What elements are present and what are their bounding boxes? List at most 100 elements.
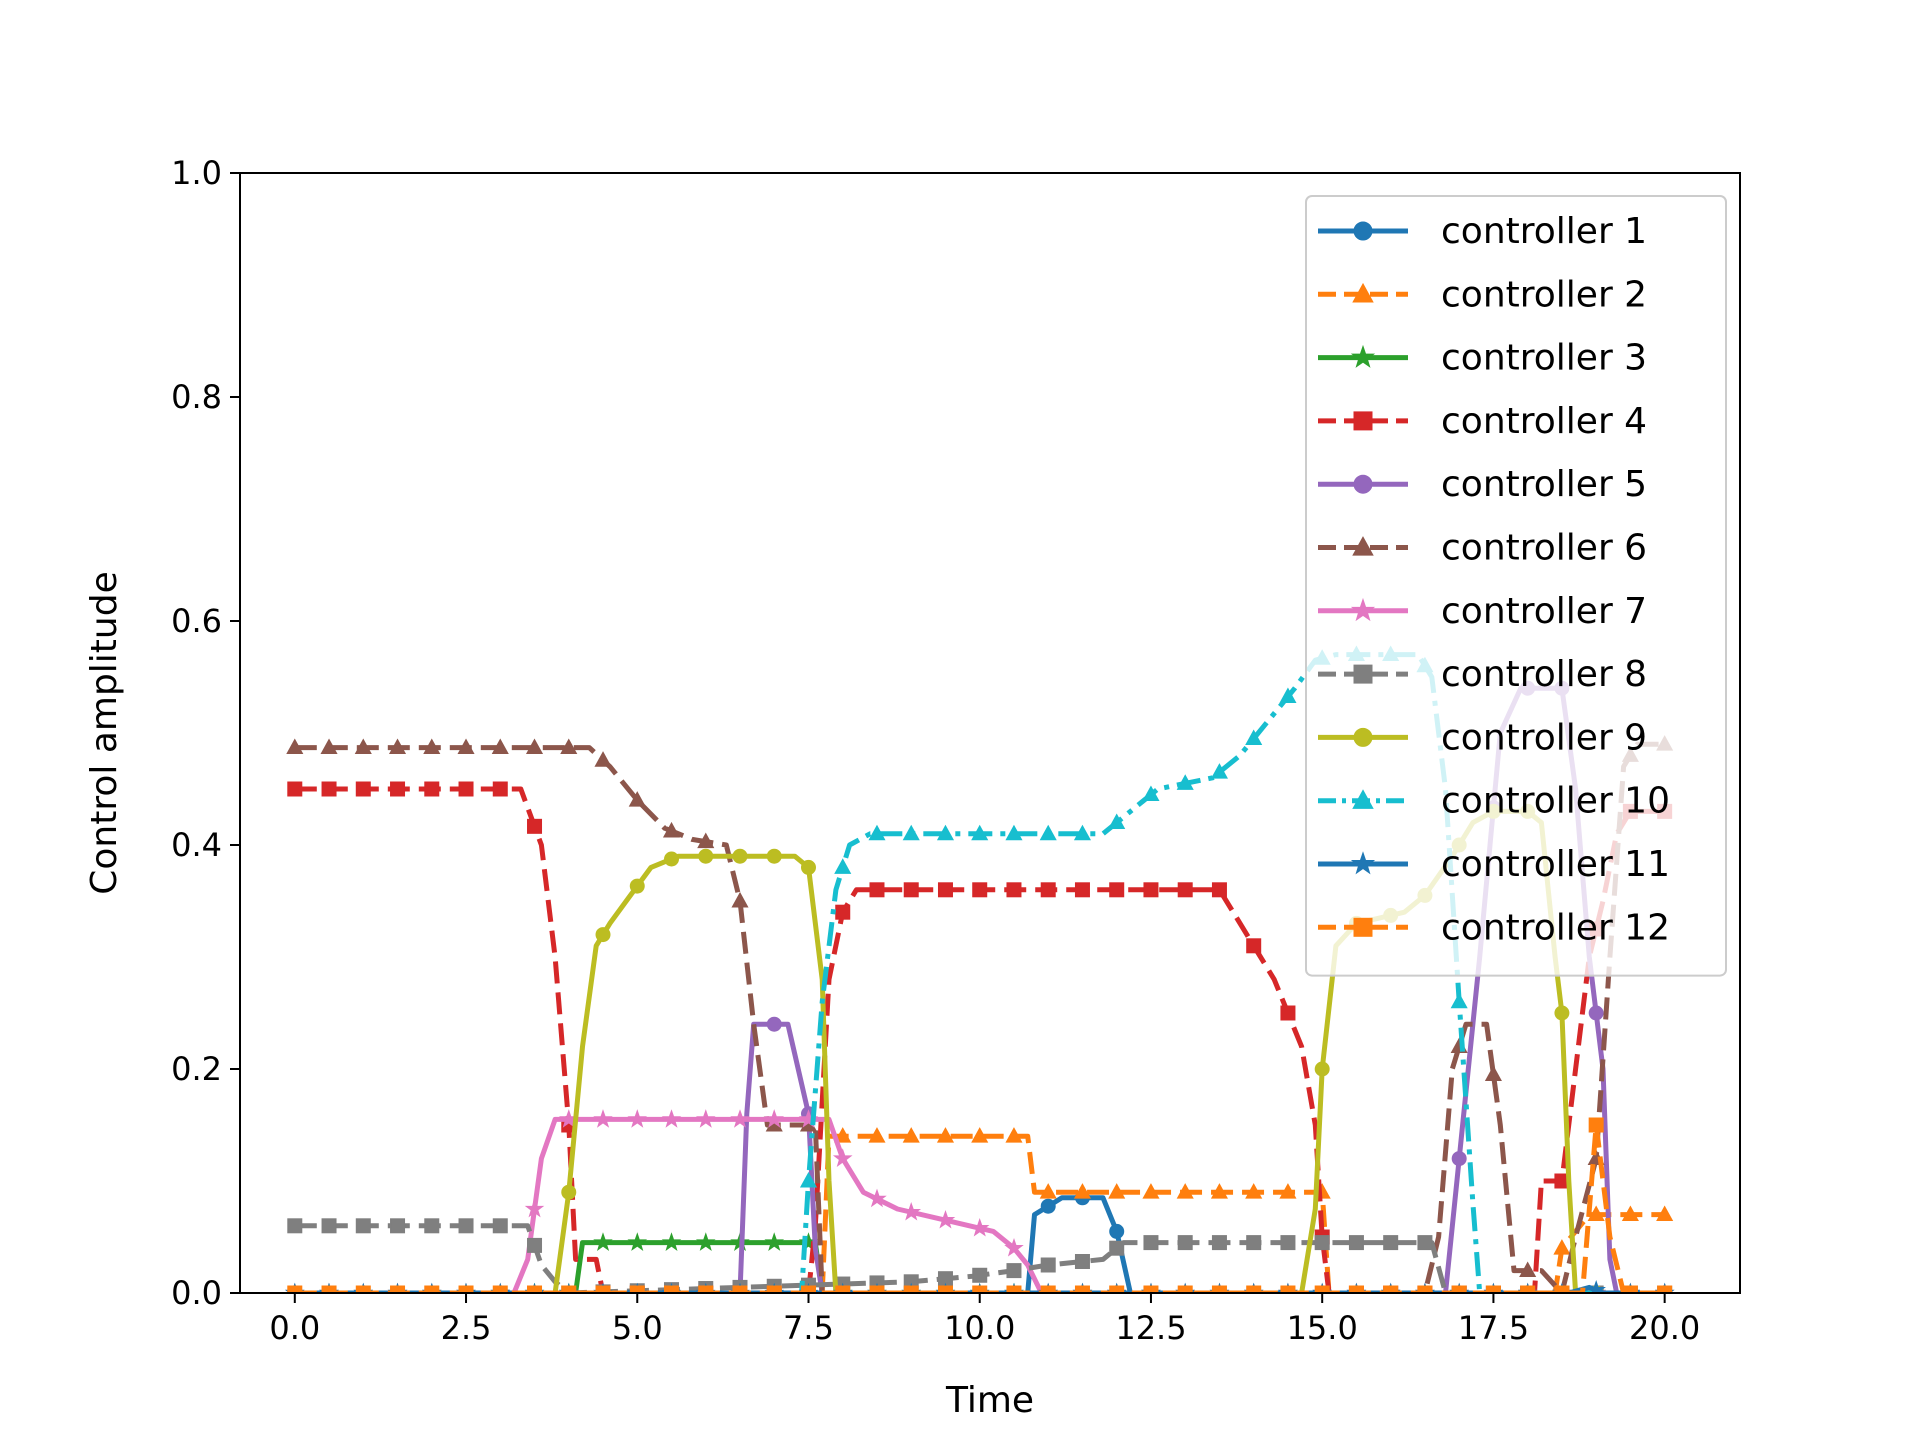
- plot-area-frame: [239, 172, 1741, 1294]
- data-point: [1210, 1183, 1228, 1199]
- data-point: [832, 1148, 853, 1167]
- legend-label: controller 1: [1441, 211, 1647, 252]
- data-point: [1142, 1183, 1160, 1199]
- data-point: [1211, 1285, 1227, 1293]
- data-point: [629, 878, 645, 894]
- data-point: [355, 1285, 371, 1293]
- legend-marker: [1350, 344, 1376, 368]
- legend-label: controller 2: [1441, 274, 1647, 315]
- data-point: [1657, 1285, 1673, 1293]
- data-point: [1143, 882, 1159, 898]
- data-point: [458, 1218, 474, 1234]
- data-point: [354, 738, 372, 755]
- legend-entry: controller 8: [1318, 654, 1647, 695]
- data-point: [286, 738, 304, 755]
- data-point: [1656, 1205, 1674, 1222]
- data-point: [390, 1218, 406, 1234]
- data-point: [1279, 687, 1297, 704]
- data-point: [869, 882, 885, 898]
- legend-entry: controller 2: [1318, 274, 1647, 315]
- data-point: [664, 1285, 680, 1293]
- data-point: [1040, 1198, 1056, 1214]
- data-point: [902, 1127, 920, 1143]
- y-tick-label: 0.6: [171, 602, 222, 640]
- data-point: [424, 1218, 440, 1234]
- data-point: [1143, 1235, 1159, 1251]
- data-point: [766, 848, 782, 864]
- data-point: [424, 781, 440, 797]
- data-point: [287, 1285, 303, 1293]
- data-point: [1280, 1285, 1296, 1293]
- data-point: [661, 1232, 682, 1251]
- data-point: [1588, 1005, 1604, 1021]
- data-point: [869, 1285, 885, 1293]
- legend-entry: controller 11: [1318, 844, 1670, 885]
- data-point: [1211, 882, 1227, 898]
- data-point: [936, 824, 955, 841]
- data-point: [595, 927, 611, 943]
- legend-entry: controller 12: [1318, 907, 1670, 948]
- data-point: [969, 1217, 990, 1237]
- data-point: [492, 781, 508, 797]
- data-point: [800, 859, 816, 875]
- data-point: [1211, 1235, 1227, 1251]
- data-point: [868, 824, 886, 841]
- data-point: [1142, 785, 1160, 802]
- x-tick-label: 7.5: [783, 1309, 834, 1347]
- data-point: [1348, 1235, 1364, 1251]
- data-point: [1143, 1285, 1159, 1293]
- data-point: [561, 1184, 577, 1200]
- legend-label: controller 11: [1441, 844, 1670, 885]
- data-point: [935, 1209, 956, 1229]
- data-point: [1621, 1205, 1639, 1222]
- series-line: [294, 1240, 1665, 1293]
- y-tick-label: 0.4: [171, 826, 222, 864]
- data-point: [390, 1285, 406, 1293]
- data-point: [1554, 1285, 1570, 1293]
- data-point: [1314, 1061, 1330, 1077]
- data-point: [764, 1232, 785, 1251]
- data-point: [560, 738, 578, 755]
- x-tick-label: 17.5: [1458, 1309, 1529, 1347]
- data-point: [1383, 1235, 1399, 1251]
- data-point: [458, 781, 474, 797]
- y-tick-label: 0.0: [171, 1274, 222, 1312]
- data-point: [903, 1285, 919, 1293]
- legend-marker: [1353, 474, 1373, 494]
- data-point: [1073, 824, 1092, 841]
- data-point: [1383, 1285, 1399, 1293]
- data-point: [628, 791, 646, 807]
- data-point: [491, 738, 509, 755]
- legend-marker: [1352, 789, 1374, 809]
- data-point: [971, 1127, 989, 1143]
- legend-marker: [1353, 411, 1373, 431]
- data-point: [1109, 1285, 1125, 1293]
- data-point: [595, 1285, 611, 1293]
- series-controller-12: [287, 1117, 1673, 1293]
- data-point: [321, 1218, 337, 1234]
- data-point: [664, 851, 680, 867]
- data-point: [355, 781, 371, 797]
- data-point: [1450, 992, 1468, 1009]
- data-point: [1348, 1285, 1364, 1293]
- data-point: [867, 1188, 887, 1208]
- data-point: [936, 1127, 955, 1143]
- data-point: [901, 1201, 922, 1221]
- data-point: [972, 1267, 988, 1283]
- legend-label: controller 6: [1441, 528, 1647, 569]
- data-point: [1073, 1183, 1092, 1199]
- data-point: [1006, 1263, 1022, 1279]
- data-point: [698, 848, 714, 864]
- data-point: [732, 1285, 748, 1293]
- x-tick-label: 20.0: [1629, 1309, 1700, 1347]
- data-point: [1520, 1285, 1536, 1293]
- legend-entry: controller 1: [1318, 211, 1647, 252]
- data-point: [972, 882, 988, 898]
- data-point: [835, 904, 851, 920]
- data-point: [1279, 1183, 1297, 1199]
- data-point: [695, 1232, 716, 1251]
- data-point: [1177, 1285, 1193, 1293]
- data-point: [627, 1232, 648, 1251]
- legend-entry: controller 7: [1318, 591, 1647, 632]
- data-point: [1177, 882, 1193, 898]
